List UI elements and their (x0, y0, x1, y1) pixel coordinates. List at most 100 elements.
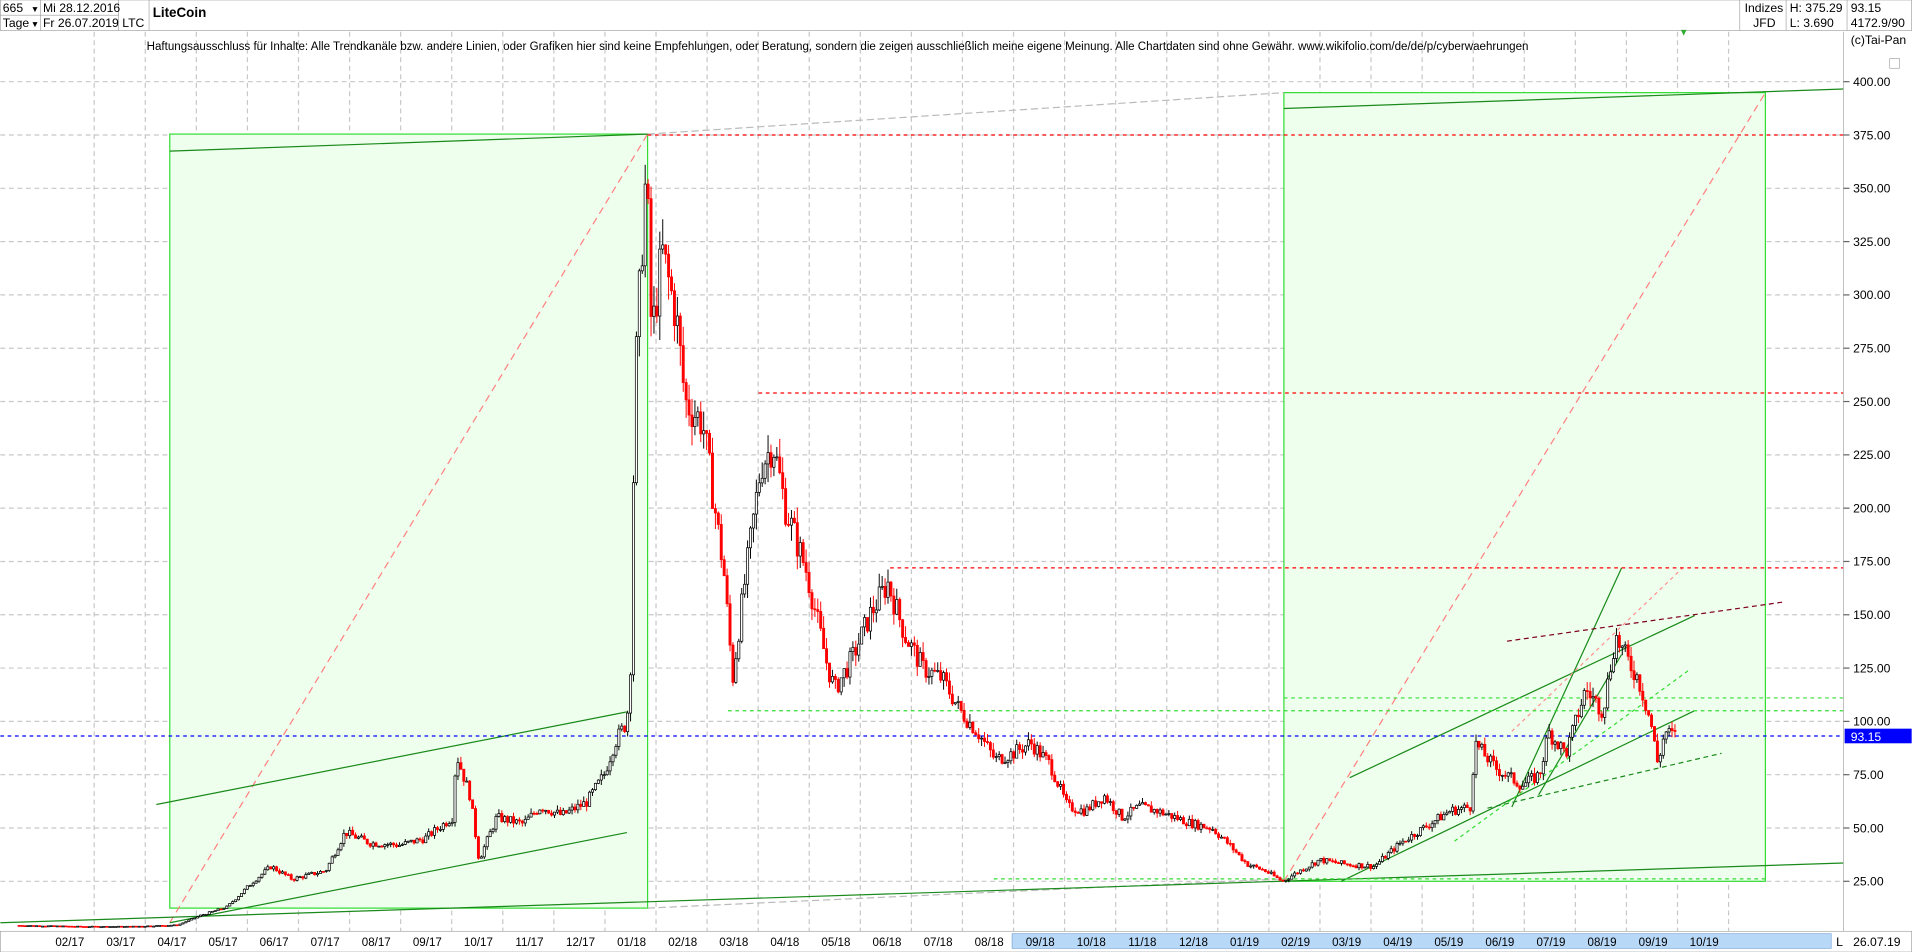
candle-up (172, 924, 176, 927)
candle-down (1342, 860, 1346, 865)
scale-mode-button[interactable]: L (1836, 935, 1843, 949)
candle-up (357, 836, 360, 839)
x-tick-label: 04/17 (157, 937, 186, 949)
period-select[interactable]: Tage (3, 16, 30, 30)
candle-down (547, 809, 551, 814)
candle-up (775, 456, 779, 459)
candle-up (661, 244, 665, 250)
bars-count-select[interactable]: 665 (3, 1, 24, 15)
y-tick-label: 125.00 (1853, 661, 1890, 675)
candle-up (1448, 811, 1452, 814)
candle-down (1334, 860, 1338, 864)
candle-down (1255, 864, 1259, 868)
x-tick-label: 07/18 (924, 937, 953, 949)
candle-up (1179, 817, 1183, 820)
x-tick-label: 02/18 (668, 937, 697, 949)
candle-up (1509, 772, 1513, 775)
candle-down (20, 925, 24, 927)
candle-up (1553, 741, 1557, 745)
candle-up (1108, 801, 1112, 803)
candle-up (1591, 696, 1595, 699)
candle-up (1530, 773, 1534, 777)
candle-down (672, 290, 676, 327)
candle-down (705, 430, 709, 434)
candle-down (1222, 836, 1226, 839)
candle-up (403, 841, 407, 845)
candle-down (813, 608, 817, 611)
candle-down (471, 799, 475, 809)
candle-down (468, 780, 472, 801)
candle-up (1299, 869, 1302, 874)
candle-up (438, 829, 442, 831)
candle-down (1234, 849, 1238, 853)
candle-down (579, 803, 583, 807)
red-dashed-diagonal (1283, 92, 1766, 882)
candle-down (1047, 755, 1051, 760)
candle-down (421, 839, 425, 844)
red-dashed-diagonal (169, 133, 649, 924)
candle-down (845, 668, 849, 678)
candle-up (746, 547, 750, 585)
candle-down (354, 834, 358, 839)
symbol: LTC (122, 16, 144, 30)
candle-down (301, 876, 305, 879)
candle-down (722, 559, 726, 576)
candle-up (342, 832, 346, 844)
x-tick-label: 10/17 (464, 937, 493, 949)
candle-down (1369, 864, 1373, 869)
candle-down (939, 670, 943, 681)
x-tick-label: 10/19 (1690, 937, 1719, 949)
end-date[interactable]: Fr 26.07.2019 (43, 16, 119, 30)
candle-down (1483, 743, 1487, 757)
candle-down (1424, 825, 1428, 828)
candle-down (1617, 635, 1621, 648)
candle-up (1009, 751, 1013, 762)
start-date[interactable]: Mi 28.12.2016 (43, 1, 120, 15)
chevron-down-icon[interactable]: ▼ (31, 4, 39, 14)
trend-line-dashed (1487, 752, 1722, 809)
candle-up (310, 871, 314, 874)
candle-up (424, 835, 428, 844)
scroll-range-highlight[interactable] (1011, 933, 1832, 949)
candle-up (1339, 860, 1343, 864)
candle-up (494, 816, 498, 830)
candle-down (219, 908, 223, 911)
candle-up (877, 586, 881, 611)
candle-down (1155, 809, 1159, 814)
y-tick-label: 50.00 (1853, 821, 1884, 835)
candle-down (1497, 769, 1501, 777)
candle-down (286, 874, 290, 876)
candle-down (945, 672, 948, 682)
candle-up (588, 791, 592, 807)
candle-down (1351, 865, 1355, 868)
candle-up (1035, 745, 1039, 755)
candle-down (58, 925, 62, 928)
chevron-down-icon[interactable]: ▼ (31, 19, 39, 29)
candle-up (307, 872, 311, 875)
candle-down (1094, 800, 1098, 807)
collapse-button[interactable] (1889, 58, 1900, 69)
footer-date: 26.07.19 (1853, 935, 1901, 949)
y-axis-ticks: 400.00 375.00 350.00 325.00 300.00 275.00 250.… (1843, 75, 1891, 889)
candle-up (280, 871, 284, 874)
candle-up (1199, 823, 1203, 830)
candle-down (1465, 804, 1469, 808)
candle-down (1044, 752, 1048, 756)
candle-down (1331, 860, 1335, 863)
y-tick-label: 225.00 (1853, 448, 1890, 462)
x-tick-label: 12/18 (1179, 937, 1208, 949)
candle-up (1421, 825, 1425, 828)
x-tick-label: 01/19 (1230, 937, 1259, 949)
candle-up (1457, 809, 1460, 815)
price-axis[interactable] (1843, 31, 1912, 934)
candle-down (1240, 854, 1244, 862)
candle-down (500, 813, 504, 822)
candle-up (234, 899, 238, 903)
candle-down (1296, 872, 1300, 875)
candle-down (915, 644, 919, 667)
candle-up (49, 925, 53, 928)
candle-up (1489, 755, 1493, 763)
candle-down (725, 575, 729, 605)
candle-up (166, 925, 170, 927)
